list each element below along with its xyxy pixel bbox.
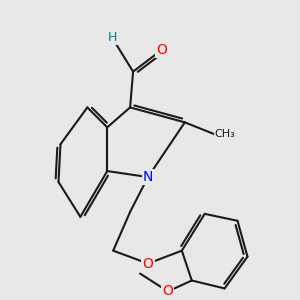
Text: O: O [157,43,167,57]
Text: N: N [143,170,153,184]
Text: CH₃: CH₃ [215,129,236,139]
Text: H: H [107,31,117,44]
Text: O: O [142,256,153,271]
Text: O: O [163,284,173,298]
